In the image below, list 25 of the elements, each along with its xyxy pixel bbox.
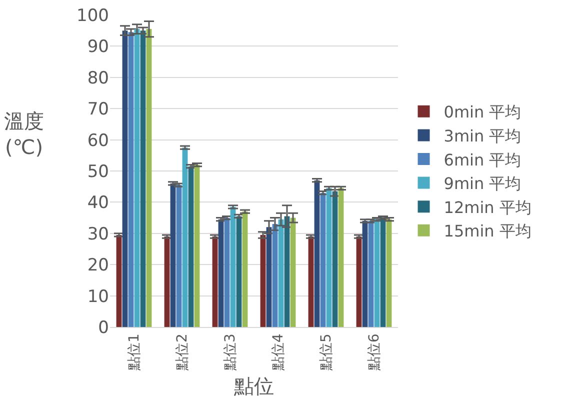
legend-label: 15min 平均 (444, 222, 532, 241)
x-tick-label: 點位2 (174, 334, 191, 372)
y-tick-label: 10 (87, 286, 109, 307)
legend-label: 6min 平均 (444, 150, 522, 170)
y-tick-label: 80 (87, 68, 109, 88)
x-tick-label: 點位5 (318, 334, 335, 372)
y-tick-label: 40 (87, 193, 109, 214)
y-tick-label: 20 (87, 256, 109, 276)
y-tick-label: 70 (87, 100, 109, 120)
y-tick-label: 100 (76, 6, 109, 26)
y-tick-label: 60 (87, 130, 109, 151)
x-tick-label: 點位6 (366, 334, 383, 372)
y-tick-label: 30 (87, 224, 109, 244)
x-tick-label: 點位3 (222, 334, 239, 372)
y-axis-title: 溫度 (℃) (4, 109, 44, 159)
x-tick-label: 點位4 (270, 334, 287, 372)
legend-label: 3min 平均 (444, 126, 522, 146)
x-tick-label: 點位1 (126, 334, 143, 372)
x-axis-title: 點位 (233, 374, 274, 398)
y-tick-label: 90 (87, 37, 109, 58)
y-tick-label: 0 (98, 318, 109, 338)
y-tick-label: 50 (87, 162, 109, 182)
legend-label: 12min 平均 (444, 198, 532, 217)
legend-label: 9min 平均 (444, 174, 522, 194)
legend-label: 0min 平均 (444, 102, 522, 122)
